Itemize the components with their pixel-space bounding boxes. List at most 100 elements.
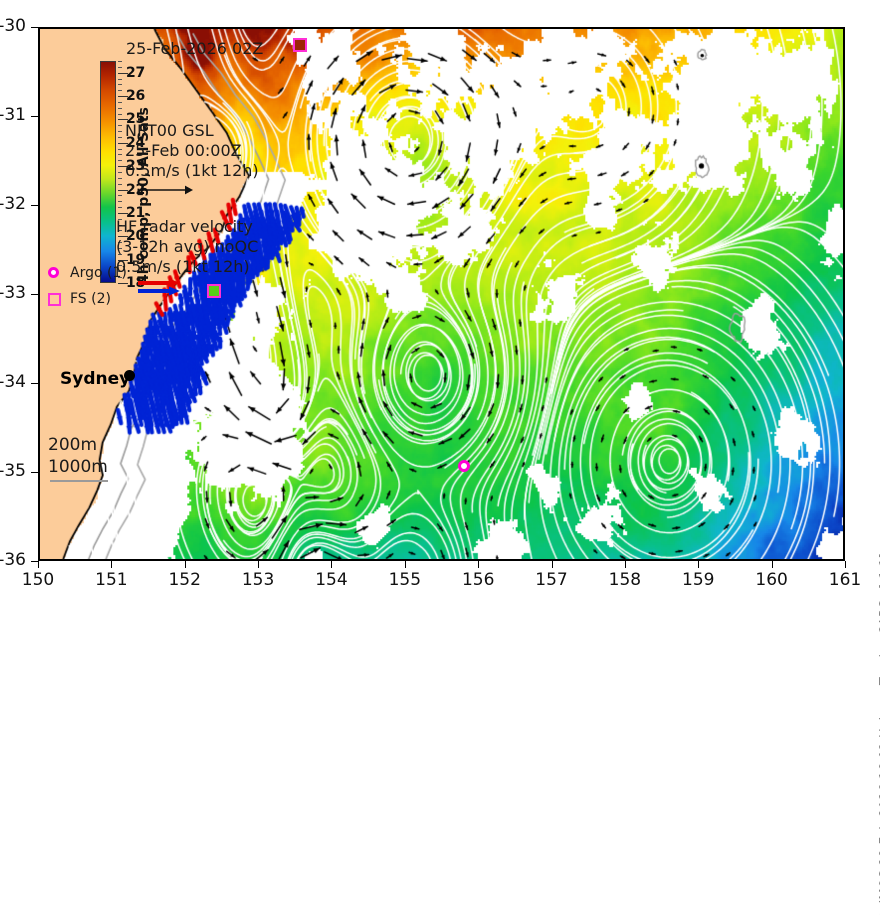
x-tick-label: 150 [21,570,55,590]
legend-fs-label: FS (2) [70,291,111,307]
colorbar-minor-tick [118,148,122,150]
colorbar-minor-tick [118,247,122,249]
y-tick [31,472,38,473]
x-tick [771,561,773,568]
hf-line-2: (3-12h avg) noQC [116,237,259,256]
y-tick [31,561,38,562]
hf-line-3: 0.5m/s (1kt 12h) [116,257,250,276]
fixed-station-marker-icon [48,293,61,306]
gsl-line-2: 25-Feb 00:00Z [125,141,242,160]
gsl-reference-arrow-icon [141,185,193,195]
colorbar-minor-tick [118,253,122,255]
argo-float-marker[interactable] [458,460,470,472]
colorbar-minor-tick [118,125,122,127]
x-tick-label: 154 [315,570,348,590]
colorbar-minor-tick [118,84,122,86]
colorbar-minor-tick [118,230,122,232]
colorbar-tick-label: 22 [126,181,145,198]
colorbar-minor-tick [118,224,122,226]
x-tick [111,561,113,568]
x-tick-label: 151 [95,570,128,590]
x-tick [478,561,480,568]
bathymetry-key: 200m 1000m [48,434,108,478]
colorbar-minor-tick [118,218,122,220]
colorbar-tick [118,236,128,238]
gsl-line-1: NRT00 GSL [125,121,214,140]
city-dot-icon [124,370,135,381]
legend-argo-row: Argo (1) [44,265,164,284]
x-tick [38,561,39,568]
hf-radar-annotation: HF radar velocity (3-12h avg) noQC 0.5m/… [116,217,259,296]
y-tick-label: -33 [0,283,26,303]
legend-argo-label: Argo (1) [70,265,127,281]
x-tick-label: 155 [388,570,422,590]
colorbar-minor-tick [118,207,122,209]
colorbar-minor-tick [118,160,122,162]
y-tick [31,27,38,28]
colorbar-tick [118,72,128,74]
colorbar-minor-tick [118,61,122,62]
argo-marker-icon [48,267,59,278]
x-tick [184,561,186,568]
colorbar-minor-tick [118,113,122,115]
colorbar-minor-tick [118,78,122,80]
x-tick-label: 160 [755,570,788,590]
x-tick [698,561,700,568]
colorbar-tick [118,166,128,168]
bathymetry-1000m-label: 1000m [48,457,108,477]
x-tick [551,561,553,568]
x-tick-label: 159 [682,570,715,590]
x-tick [624,561,626,568]
y-tick-label: -30 [0,16,26,36]
colorbar-tick [118,96,128,98]
gsl-line-3: 0.5m/s (1kt 12h) [125,161,259,180]
colorbar-minor-tick [118,90,122,92]
colorbar-minor-tick [118,195,122,197]
colorbar-tick-label: 25 [126,111,145,128]
colorbar-minor-tick [118,201,122,203]
fixed-station-marker-2[interactable] [207,284,221,298]
colorbar-minor-tick [118,265,122,267]
date-stamp: 25-Feb-2026 02Z [126,39,264,58]
bathymetry-200m-label: 200m [48,435,98,455]
colorbar-minor-tick [118,154,122,156]
y-tick [31,383,38,384]
x-tick-label: 156 [461,570,495,590]
colorbar-minor-tick [118,107,122,109]
colorbar-tick-label: 18 [126,275,145,291]
colorbar-minor-tick [118,101,122,103]
colorbar-tick [118,259,128,261]
x-tick [845,561,846,568]
legend-fs-row: FS (2) [44,291,164,310]
x-tick [331,561,333,568]
sst-heatmap-canvas[interactable] [40,29,843,559]
x-tick [258,561,260,568]
y-tick [31,294,38,295]
colorbar-minor-tick [118,242,122,244]
colorbar-minor-tick [118,277,122,279]
bathymetry-key-line [50,480,108,482]
y-tick [31,205,38,206]
colorbar-tick-label: 26 [126,88,145,105]
map-plot-area[interactable]: 25-Feb-2026 02Z 27 26 25 24 23 22 21 20 19 18 4h … [38,27,845,561]
colorbar-minor-tick [118,131,122,133]
colorbar-tick-label: 23 [126,158,145,175]
y-tick-label: -31 [0,105,26,125]
x-tick-label: 157 [535,570,568,590]
colorbar-tick-label: 24 [126,134,145,151]
colorbar-tick [118,212,128,214]
gsl-annotation: NRT00 GSL 25-Feb 00:00Z 0.5m/s (1kt 12h) [125,121,259,195]
city-label-sydney: Sydney [60,369,131,389]
sst-map-figure: 25-Feb-2026 02Z 27 26 25 24 23 22 21 20 19 18 4h … [0,16,880,921]
sst-colorbar [100,61,116,283]
fixed-station-marker-1[interactable] [293,38,307,52]
x-tick-label: 153 [241,570,275,590]
colorbar-minor-tick [118,66,122,68]
y-tick-label: -34 [0,372,26,392]
x-tick-label: 158 [608,570,642,590]
colorbar-tick [118,189,128,191]
hf-line-1: HF radar velocity [116,217,253,236]
colorbar-tick-label: 19 [126,251,145,268]
y-tick [31,116,38,117]
x-tick-label: 161 [828,570,862,590]
